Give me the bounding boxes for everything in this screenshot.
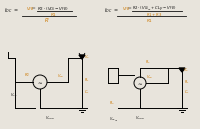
Polygon shape [79,55,85,59]
Text: $R'$: $R'$ [44,17,51,25]
Text: $R1$: $R1$ [50,11,57,18]
Text: $R1+R3$: $R1+R3$ [146,11,163,18]
Text: $R_2$: $R_2$ [24,71,30,79]
Text: $V_S$: $V_S$ [183,66,189,74]
Text: $C_1$: $C_1$ [84,88,90,96]
Text: =: = [128,6,132,10]
Text: $V_{FB}$: $V_{FB}$ [122,5,131,13]
Text: $V_{CS}$: $V_{CS}$ [10,91,18,99]
Text: $I_{DC}$  =: $I_{DC}$ = [4,6,19,15]
Text: $V_{FB}$: $V_{FB}$ [146,73,154,81]
Text: $R2\cdot(V_{CS}-V_{FB})$: $R2\cdot(V_{CS}-V_{FB})$ [37,5,69,13]
Text: $R1$: $R1$ [146,17,153,24]
Text: =: = [32,6,36,10]
Text: $R_2$: $R_2$ [145,58,151,66]
Text: $\sim$: $\sim$ [136,82,144,87]
Text: $V_{CS_{FB}}$: $V_{CS_{FB}}$ [109,116,119,124]
Text: $V_S$: $V_S$ [84,53,90,61]
Text: $R2\cdot(V_{CS_{FB}}+CLy-V_{FB})$: $R2\cdot(V_{CS_{FB}}+CLy-V_{FB})$ [132,5,176,13]
Text: $I_{DC}$  =: $I_{DC}$ = [104,6,119,15]
Text: $\sim$: $\sim$ [36,80,44,86]
Text: $R_1$: $R_1$ [84,76,90,84]
Text: $V_{FB}$: $V_{FB}$ [57,72,65,80]
Polygon shape [179,68,185,72]
Text: $R_3$: $R_3$ [109,99,115,107]
Text: $C_1$: $C_1$ [184,88,190,96]
Text: $R_1$: $R_1$ [184,78,190,86]
Text: $V_{GND}$: $V_{GND}$ [45,114,55,122]
Text: $V_{GND}$: $V_{GND}$ [135,114,145,122]
Text: $V_{FB}$: $V_{FB}$ [26,5,35,13]
